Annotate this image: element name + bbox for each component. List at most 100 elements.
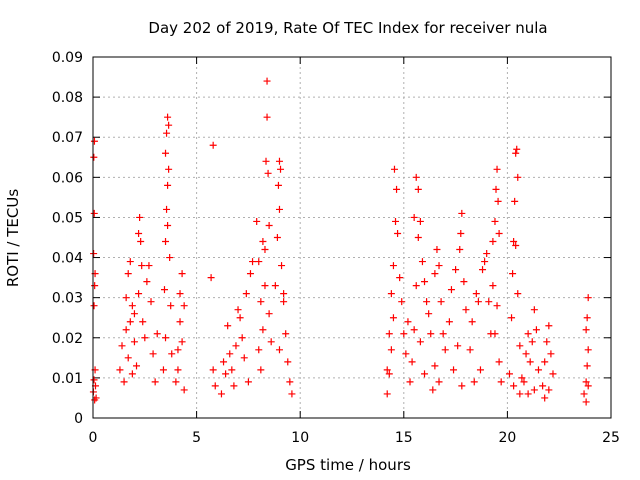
data-point xyxy=(580,390,588,398)
x-tick-label: 15 xyxy=(395,430,413,446)
y-tick-label: 0.05 xyxy=(52,210,83,226)
data-point xyxy=(408,358,416,366)
data-point xyxy=(509,270,517,278)
data-point xyxy=(393,185,401,193)
data-point xyxy=(178,270,186,278)
data-point xyxy=(275,157,283,165)
data-point xyxy=(450,366,458,374)
data-point xyxy=(514,173,522,181)
y-axis-label: ROTI / TECUs xyxy=(4,189,22,287)
y-tick-label: 0.03 xyxy=(52,291,83,307)
data-point xyxy=(164,221,172,229)
data-point xyxy=(275,205,283,213)
data-point xyxy=(549,370,557,378)
data-point xyxy=(423,298,431,306)
data-point xyxy=(494,197,502,205)
x-tick-label: 20 xyxy=(498,430,516,446)
data-point xyxy=(582,378,590,386)
data-point xyxy=(534,366,542,374)
data-point xyxy=(232,342,240,350)
data-point xyxy=(242,290,250,298)
data-point xyxy=(244,378,252,386)
data-point xyxy=(145,262,153,270)
data-point xyxy=(513,145,521,153)
data-point xyxy=(147,298,155,306)
data-point xyxy=(162,238,170,246)
data-point xyxy=(421,370,429,378)
data-point xyxy=(543,338,551,346)
x-tick-label: 5 xyxy=(192,430,201,446)
data-point xyxy=(153,330,161,338)
data-point xyxy=(545,322,553,330)
data-point xyxy=(452,266,460,274)
data-point xyxy=(172,378,180,386)
data-point xyxy=(282,330,290,338)
data-point xyxy=(470,378,478,386)
data-point xyxy=(209,141,217,149)
data-point xyxy=(277,165,285,173)
data-point xyxy=(481,258,489,266)
data-point xyxy=(582,326,590,334)
data-point xyxy=(435,262,443,270)
data-point xyxy=(262,157,270,165)
data-point xyxy=(122,294,130,302)
data-point xyxy=(514,290,522,298)
data-point xyxy=(457,229,465,237)
data-point xyxy=(512,242,520,250)
data-point xyxy=(492,185,500,193)
data-point xyxy=(398,298,406,306)
data-point xyxy=(416,338,424,346)
data-point xyxy=(516,390,524,398)
data-point xyxy=(224,322,232,330)
data-point xyxy=(583,362,591,370)
y-tick-labels: 0 0.01 0.02 0.03 0.04 0.05 0.06 0.07 0.08 0.09 xyxy=(52,50,83,427)
data-point xyxy=(178,338,186,346)
data-point xyxy=(412,173,420,181)
data-point xyxy=(165,165,173,173)
data-point xyxy=(512,149,520,157)
data-point xyxy=(143,278,151,286)
data-point xyxy=(257,298,265,306)
data-point xyxy=(497,378,505,386)
data-point xyxy=(410,326,418,334)
data-point xyxy=(479,266,487,274)
data-point xyxy=(416,217,424,225)
data-point xyxy=(163,129,171,137)
data-point xyxy=(508,314,516,322)
data-point xyxy=(466,346,474,354)
data-point xyxy=(261,246,269,254)
data-point xyxy=(412,282,420,290)
data-point xyxy=(491,330,499,338)
data-point xyxy=(166,254,174,262)
data-point xyxy=(264,169,272,177)
data-point xyxy=(240,354,248,362)
data-point xyxy=(476,366,484,374)
plot-frame xyxy=(92,56,612,419)
data-point xyxy=(383,390,391,398)
data-point xyxy=(385,370,393,378)
data-point xyxy=(90,153,98,161)
data-point xyxy=(530,306,538,314)
data-point xyxy=(209,366,217,374)
data-point xyxy=(257,366,265,374)
data-point xyxy=(90,209,98,217)
data-point xyxy=(410,213,418,221)
data-point xyxy=(255,346,263,354)
data-point xyxy=(447,286,455,294)
data-point xyxy=(246,270,254,278)
data-point xyxy=(280,290,288,298)
data-point xyxy=(249,258,257,266)
x-tick-label: 0 xyxy=(89,430,98,446)
data-point xyxy=(491,217,499,225)
data-point xyxy=(433,246,441,254)
data-point xyxy=(151,378,159,386)
data-point xyxy=(505,370,513,378)
data-point xyxy=(435,378,443,386)
data-point xyxy=(275,346,283,354)
data-point xyxy=(518,374,526,382)
data-point xyxy=(510,382,518,390)
data-point xyxy=(427,330,435,338)
data-point xyxy=(485,298,493,306)
data-point xyxy=(207,274,215,282)
